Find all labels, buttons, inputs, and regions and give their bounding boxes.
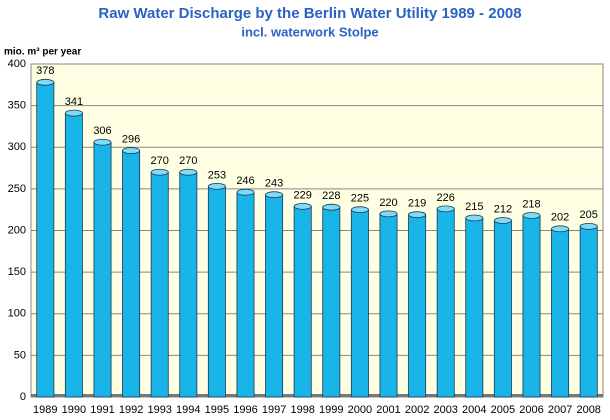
bar: [579, 225, 598, 398]
bar: [93, 141, 112, 398]
data-label: 228: [322, 190, 340, 202]
floor: [31, 394, 603, 397]
data-label: 270: [151, 155, 169, 167]
data-label: 218: [522, 198, 540, 210]
data-label: 378: [36, 65, 54, 77]
y-tick-label: 250: [8, 183, 26, 195]
bar: [465, 217, 484, 398]
data-label: 229: [294, 189, 312, 201]
bar-top: [493, 217, 512, 224]
data-label: 270: [179, 155, 197, 167]
bar: [179, 171, 198, 398]
data-label: 306: [93, 125, 111, 137]
bar: [122, 150, 141, 398]
x-tick-label: 1994: [176, 404, 200, 416]
bar: [293, 205, 312, 398]
bar-top: [207, 182, 226, 190]
bar-top: [122, 147, 141, 154]
y-tick-label: 300: [8, 141, 26, 153]
data-label: 212: [494, 203, 512, 215]
bar: [265, 194, 284, 398]
bar-top: [265, 191, 284, 199]
bar: [207, 185, 226, 398]
y-tick-label: 350: [8, 100, 26, 112]
x-tick-label: 2006: [519, 404, 543, 416]
bar-top: [236, 188, 255, 196]
x-tick-label: 1999: [319, 404, 343, 416]
bar-top: [36, 78, 55, 86]
chart-subtitle: incl. waterwork Stolpe: [241, 24, 378, 39]
data-label: 253: [208, 169, 226, 181]
data-label: 246: [236, 175, 254, 187]
y-tick-label: 0: [20, 391, 26, 403]
x-tick-label: 2007: [548, 404, 572, 416]
data-label: 202: [551, 212, 569, 224]
y-tick-label: 200: [8, 224, 26, 236]
bar-top: [64, 109, 83, 117]
x-tick-label: 1990: [62, 404, 86, 416]
x-tick-label: 1989: [33, 404, 57, 416]
bar: [64, 112, 83, 398]
chart-title: Raw Water Discharge by the Berlin Water …: [98, 5, 521, 22]
bar-top: [350, 206, 369, 214]
x-tick-label: 2000: [348, 404, 372, 416]
bar: [322, 206, 341, 398]
x-tick-label: 2008: [576, 404, 600, 416]
bar: [379, 213, 398, 398]
data-label: 226: [437, 192, 455, 204]
x-tick-label: 1993: [147, 404, 171, 416]
bar-top: [150, 168, 169, 176]
x-tick-label: 2005: [491, 404, 515, 416]
x-tick-label: 2001: [376, 404, 400, 416]
x-tick-label: 1995: [205, 404, 229, 416]
bar-top: [322, 203, 341, 211]
bar: [493, 220, 512, 398]
bar: [408, 214, 427, 398]
x-tick-label: 2004: [462, 404, 486, 416]
bar-top: [379, 210, 398, 218]
bar: [150, 171, 169, 398]
bar-top: [93, 138, 112, 146]
bar-top: [293, 202, 312, 210]
bar-top: [179, 168, 198, 176]
bar: [522, 215, 541, 398]
bar-top: [436, 205, 455, 213]
bar: [36, 81, 55, 398]
y-tick-label: 400: [8, 58, 26, 70]
bar: [436, 208, 455, 398]
data-label: 341: [65, 96, 83, 108]
data-label: 219: [408, 198, 426, 210]
y-tick-label: 150: [8, 266, 26, 278]
x-tick-label: 1998: [290, 404, 314, 416]
data-label: 205: [580, 209, 598, 221]
y-tick-label: 50: [14, 349, 26, 361]
x-tick-label: 1997: [262, 404, 286, 416]
bar: [350, 209, 369, 398]
bar-top: [579, 222, 598, 230]
data-label: 243: [265, 178, 283, 190]
data-label: 225: [351, 193, 369, 205]
bar: [236, 191, 255, 398]
x-tick-label: 1991: [90, 404, 114, 416]
x-tick-label: 2002: [405, 404, 429, 416]
data-label: 296: [122, 133, 140, 145]
bar-top: [465, 214, 484, 222]
bar: [551, 228, 570, 398]
x-tick-label: 1996: [233, 404, 257, 416]
x-tick-label: 1992: [119, 404, 143, 416]
y-axis-label: mio. m³ per year: [4, 47, 81, 58]
bar-top: [551, 225, 570, 233]
data-label: 220: [379, 197, 397, 209]
bar-top: [408, 211, 427, 219]
data-label: 215: [465, 201, 483, 213]
y-tick-label: 100: [8, 308, 26, 320]
bar-top: [522, 212, 541, 219]
x-tick-label: 2003: [433, 404, 457, 416]
